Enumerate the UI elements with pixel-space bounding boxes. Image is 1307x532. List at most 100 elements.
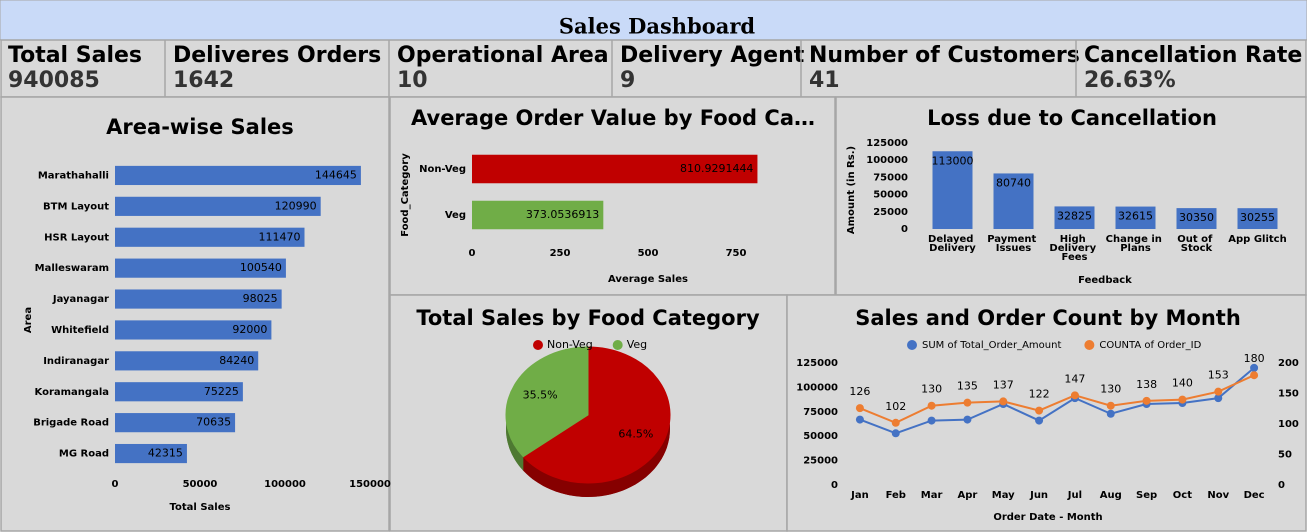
y-tick-label: 75000 (803, 407, 838, 418)
x-tick-label: 750 (726, 248, 747, 259)
y-tick-label: 125000 (866, 138, 908, 149)
kpi-value: 940085 (8, 68, 100, 93)
bar (1115, 206, 1156, 229)
legend-marker (612, 340, 623, 350)
point (1250, 363, 1259, 372)
y-tick-label: 0 (831, 480, 838, 491)
y-tick-label: Marathahalli (38, 170, 109, 181)
x-tick-label: Apr (957, 490, 977, 501)
point (927, 401, 936, 410)
bar (115, 289, 282, 309)
pie-slice (522, 346, 671, 484)
y-tick-label: Koramangala (35, 387, 110, 398)
data-label: 140 (1172, 377, 1193, 390)
x-tick-label: App Glitch (1228, 234, 1286, 245)
data-label: 113000 (932, 154, 974, 167)
point (1214, 387, 1223, 396)
x-tick-label: 500 (638, 248, 659, 259)
kpi-label: Delivery Agent (620, 43, 805, 68)
data-label: 120990 (275, 199, 317, 212)
x-tick-label: Dec (1244, 490, 1265, 501)
data-label: 64.5% (618, 427, 653, 440)
y-axis-label: Amount (in Rs.) (846, 146, 857, 234)
data-label: 30350 (1179, 211, 1214, 224)
y-axis-label: Food_Category (400, 153, 411, 237)
point (1214, 394, 1223, 403)
panel (0, 96, 390, 532)
point (963, 398, 972, 407)
data-label: 180 (1244, 352, 1265, 365)
bar (115, 165, 361, 186)
kpi-label: Cancellation Rate (1084, 43, 1302, 68)
x-tick-label: Delayed Delivery (928, 234, 977, 254)
data-label: 92000 (232, 323, 267, 336)
data-label: 122 (1029, 388, 1050, 401)
bar (1054, 206, 1095, 229)
x-tick-label: 100000 (264, 479, 306, 490)
x-tick-label: May (992, 490, 1015, 501)
data-label: 130 (1100, 383, 1121, 396)
y2-tick-label: 200 (1278, 358, 1299, 369)
legend-label: Veg (627, 338, 647, 351)
chart-title: Sales and Order Count by Month (855, 306, 1241, 330)
panel (389, 96, 836, 296)
y-tick-label: Malleswaram (35, 263, 109, 274)
chart-title: Loss due to Cancellation (927, 106, 1217, 130)
kpi-label: Deliveres Orders (173, 43, 381, 68)
data-label: 147 (1064, 372, 1085, 385)
x-tick-label: Oct (1173, 490, 1192, 501)
x-tick-label: Mar (921, 490, 943, 501)
x-tick-label: Feb (886, 490, 906, 501)
x-axis-label: Total Sales (170, 502, 231, 513)
data-label: 130 (921, 383, 942, 396)
x-tick-label: 0 (469, 248, 476, 259)
point (1070, 391, 1079, 400)
x-tick-label: Aug (1100, 490, 1122, 501)
data-label: 32615 (1118, 210, 1153, 223)
point (1106, 401, 1115, 410)
x-tick-label: Out of Stock (1177, 234, 1216, 254)
x-axis-label: Average Sales (608, 274, 688, 285)
point (1106, 409, 1115, 418)
data-label: 137 (993, 378, 1014, 391)
y-tick-label: HSR Layout (44, 232, 109, 243)
data-label: 153 (1208, 369, 1229, 382)
data-label: 111470 (258, 230, 300, 243)
bar (1176, 208, 1217, 229)
kpi-value: 26.63% (1084, 68, 1176, 93)
y2-tick-label: 100 (1278, 419, 1299, 430)
x-tick-label: High Delivery Fees (1049, 234, 1099, 263)
legend-label: SUM of Total_Order_Amount (922, 340, 1061, 351)
y-tick-label: Veg (445, 210, 466, 221)
data-label: 70635 (196, 416, 231, 429)
y-tick-label: 50000 (873, 190, 908, 201)
data-label: 135 (957, 380, 978, 393)
data-label: 84240 (219, 354, 254, 367)
y-tick-label: 25000 (873, 207, 908, 218)
point (1035, 406, 1044, 415)
x-axis-label: Feedback (1078, 275, 1132, 286)
y-tick-label: Jayanagar (52, 294, 109, 305)
data-label: 32825 (1057, 209, 1092, 222)
x-tick-label: 250 (550, 248, 571, 259)
legend-marker (1084, 340, 1095, 350)
x-tick-label: Nov (1207, 490, 1229, 501)
x-axis-label: Order Date - Month (993, 512, 1102, 523)
data-label: 100540 (240, 261, 282, 274)
data-label: 98025 (243, 292, 278, 305)
data-label: 80740 (996, 176, 1031, 189)
kpi-value: 41 (809, 68, 840, 93)
x-tick-label: 0 (112, 479, 119, 490)
kpi-label: Operational Area (397, 43, 609, 68)
chart-title: Area-wise Sales (106, 115, 294, 139)
y-tick-label: 125000 (796, 358, 838, 369)
y-tick-label: 75000 (873, 172, 908, 183)
x-tick-label: Sep (1136, 490, 1157, 501)
data-label: 75225 (204, 385, 239, 398)
x-tick-label: Jan (850, 490, 869, 501)
legend-label: Non-Veg (547, 338, 593, 351)
bar (472, 154, 758, 184)
y-tick-label: 50000 (803, 431, 838, 442)
data-label: 35.5% (523, 389, 558, 402)
y2-tick-label: 50 (1278, 450, 1292, 461)
